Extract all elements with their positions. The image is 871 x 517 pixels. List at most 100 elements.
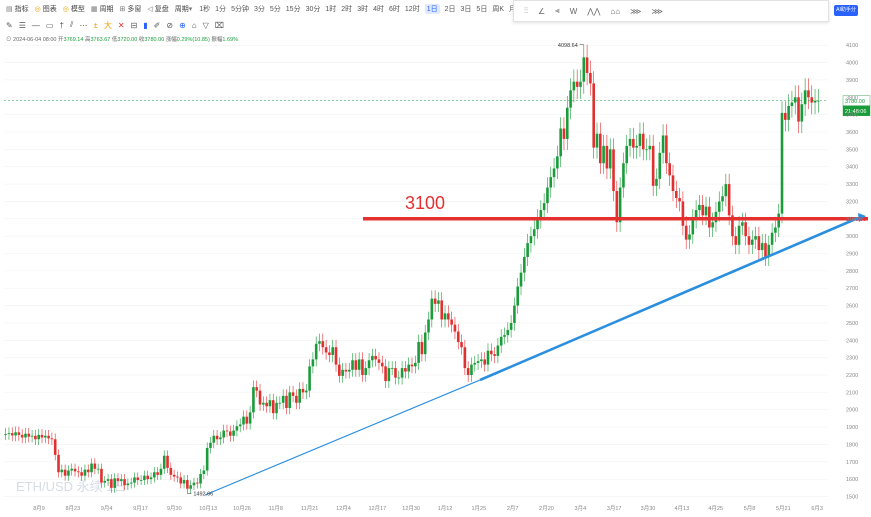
candle-body — [787, 105, 790, 120]
multi-window-button[interactable]: ⊞ 多窗 — [119, 5, 142, 13]
eraser-icon[interactable]: ⊘ — [166, 20, 174, 30]
vline-icon[interactable]: † — [59, 20, 64, 30]
candle-body — [747, 236, 751, 245]
period-button[interactable]: ▦ 周期 — [90, 5, 114, 13]
timeframe-14[interactable]: 2日 — [444, 5, 456, 13]
timeframe-1[interactable]: 1分 — [215, 5, 227, 13]
candle-body — [711, 222, 714, 228]
countdown-tag: 21:48:06 — [845, 109, 866, 115]
float-tool-4-icon[interactable]: ⋀⋀ — [587, 6, 601, 16]
fib-icon[interactable]: ⫽ — [69, 20, 74, 29]
candle-body — [288, 392, 292, 408]
ai-analysis-button[interactable]: AI助手分析 — [834, 5, 858, 24]
big-mark-icon[interactable]: 大 — [103, 20, 112, 30]
candle-body — [400, 368, 404, 378]
candle-body — [509, 322, 513, 330]
candle-body — [691, 218, 695, 235]
sell-mark-icon[interactable]: ✕ — [117, 20, 125, 30]
layout-icon[interactable]: ⊟ — [130, 20, 138, 30]
candle-body — [106, 479, 110, 481]
candle-body — [176, 476, 179, 478]
float-tool-5-icon[interactable]: ⌂⌂ — [610, 6, 621, 16]
indicator-button[interactable]: ▤ 指标 — [6, 5, 29, 13]
timeframe-7[interactable]: 1时 — [325, 5, 337, 13]
timeframe-15[interactable]: 3日 — [460, 5, 472, 13]
candle-body — [447, 313, 450, 320]
candle-body — [100, 468, 103, 483]
brush-icon[interactable]: ✐ — [153, 20, 161, 30]
timeframe-5[interactable]: 15分 — [285, 5, 301, 13]
timeframe-0[interactable]: 1秒 — [199, 5, 211, 13]
float-tool-0-icon[interactable]: ⫶⫶ — [524, 6, 528, 15]
timeframe-2[interactable]: 5分钟 — [231, 5, 249, 13]
rectangle-icon[interactable]: ▭ — [45, 20, 54, 30]
float-tool-7-icon[interactable]: ⋙ — [651, 6, 663, 16]
candle-body — [608, 149, 612, 169]
candle-body — [308, 366, 311, 391]
x-tick-label: 1月25 — [471, 505, 486, 512]
x-tick-label: 5月8 — [744, 505, 756, 512]
float-tool-1-icon[interactable]: ∠ — [538, 6, 546, 16]
candle-body — [354, 360, 358, 370]
candle-body — [655, 178, 658, 186]
buy-mark-icon[interactable]: ± — [93, 20, 98, 30]
model-button[interactable]: ◎ 模型 — [62, 5, 85, 13]
filter-icon[interactable]: ▽ — [202, 20, 209, 30]
candle-body — [119, 479, 123, 481]
candle-body — [744, 222, 747, 237]
timeframe-10[interactable]: 4时 — [373, 5, 384, 13]
candle-body — [50, 438, 54, 440]
float-tool-2-icon[interactable]: ⫷ — [555, 6, 560, 15]
candle-body — [641, 133, 645, 150]
candle-body — [394, 368, 397, 378]
timeframe-17[interactable]: 周K — [492, 5, 504, 13]
magnet-icon[interactable]: ⊕ — [179, 20, 186, 30]
candle-body — [143, 475, 146, 481]
timeframe-16[interactable]: 5日 — [476, 5, 488, 13]
x-tick-label: 12月30 — [402, 505, 420, 512]
period-dropdown[interactable]: 周期 ▾ — [174, 5, 193, 13]
more-icon[interactable]: ⋯ — [79, 20, 88, 30]
replay-button[interactable]: ◁ 复盘 — [147, 5, 169, 13]
float-tool-6-icon[interactable]: ⋙ — [630, 6, 642, 16]
hlines-icon[interactable]: ☰ — [18, 20, 26, 30]
timeframe-8[interactable]: 2时 — [341, 5, 353, 13]
x-tick-label: 10月13 — [199, 505, 217, 512]
x-tick-label: 12月4 — [336, 505, 351, 512]
candle-body — [552, 168, 556, 178]
timeframe-4[interactable]: 5分 — [269, 5, 281, 13]
y-tick-label: 3700 — [846, 113, 858, 119]
bookmark-icon[interactable]: ▮ — [143, 20, 148, 30]
float-tool-3-icon[interactable]: W — [569, 6, 578, 16]
candle-body — [651, 145, 655, 186]
candle-body — [678, 197, 681, 202]
candle-body — [760, 243, 764, 251]
candle-body — [27, 433, 31, 437]
timeframe-11[interactable]: 6时 — [389, 5, 400, 13]
timeframe-13[interactable]: 1日 — [424, 3, 440, 14]
candle-body — [265, 402, 268, 407]
candle-body — [285, 395, 288, 408]
timeframe-3[interactable]: 3分 — [253, 5, 265, 13]
trash-icon[interactable]: ⌧ — [214, 20, 224, 30]
candle-body — [116, 478, 120, 481]
lock-icon[interactable]: ⌂ — [191, 20, 197, 30]
y-tick-label: 2300 — [846, 356, 858, 362]
candle-body — [750, 239, 754, 245]
candle-body — [684, 225, 688, 240]
timeframe-6[interactable]: 30分 — [305, 5, 321, 13]
candle-body — [407, 364, 410, 372]
timeframe-12[interactable]: 12时 — [404, 5, 420, 13]
candle-body — [377, 359, 381, 363]
hline-icon[interactable]: — — [31, 20, 40, 30]
candle-body — [364, 368, 368, 376]
candle-body — [248, 412, 252, 424]
pencil-icon[interactable]: ✎ — [6, 20, 13, 30]
timeframe-9[interactable]: 3时 — [357, 5, 369, 13]
chart-type-button[interactable]: ◎ 图表 — [34, 5, 57, 13]
candle-body — [526, 243, 529, 257]
candle-body — [764, 243, 767, 257]
candle-body — [595, 133, 599, 148]
candle-body — [24, 433, 27, 438]
